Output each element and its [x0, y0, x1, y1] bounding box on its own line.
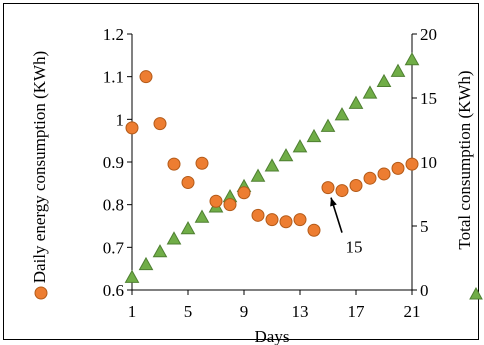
annotation-group: 15: [330, 197, 363, 257]
total-consumption-point: [278, 148, 294, 162]
daily-consumption-point: [377, 167, 391, 181]
total-consumption-point: [292, 139, 308, 153]
right-axis-title: Total consumption (KWh): [455, 70, 474, 249]
y-left-tick-label: 1: [116, 110, 125, 129]
total-consumption-point: [404, 52, 420, 66]
daily-consumption-point: [237, 186, 251, 200]
total-consumption-point: [194, 209, 210, 223]
daily-consumption-point: [181, 175, 195, 189]
total-consumption-point: [124, 269, 140, 283]
y-left-tick-label: 1.2: [103, 25, 124, 44]
total-consumption-point: [390, 63, 406, 77]
y-right-tick-label: 5: [420, 217, 429, 236]
marks-group: [124, 52, 420, 283]
left-axis-title-text: Daily energy consumption (KWh): [30, 51, 49, 283]
y-right-tick-label: 15: [420, 89, 437, 108]
daily-consumption-point: [153, 117, 167, 131]
daily-consumption-point: [251, 208, 265, 222]
x-tick-label: 1: [128, 302, 137, 321]
daily-consumption-point: [405, 157, 419, 171]
total-consumption-point: [250, 168, 266, 182]
y-left-tick-label: 0.6: [103, 281, 124, 300]
daily-consumption-point: [209, 194, 223, 208]
daily-consumption-point: [391, 161, 405, 175]
daily-consumption-point: [363, 171, 377, 185]
daily-consumption-point: [307, 223, 321, 237]
total-consumption-point: [138, 256, 154, 271]
x-tick-label: 9: [240, 302, 249, 321]
y-right-tick-label: 0: [420, 281, 429, 300]
y-right-tick-label: 20: [420, 25, 437, 44]
total-consumption-point: [320, 118, 336, 132]
y-right-tick-label: 10: [420, 153, 437, 172]
y-left-tick-label: 0.7: [103, 238, 125, 257]
total-consumption-point: [166, 231, 182, 245]
daily-consumption-point: [321, 181, 335, 195]
x-tick-label: 21: [404, 302, 421, 321]
daily-consumption-point: [167, 157, 181, 171]
daily-consumption-point: [195, 156, 209, 170]
daily-consumption-point: [293, 213, 307, 227]
total-consumption-point: [264, 158, 280, 172]
daily-consumption-point: [139, 70, 153, 84]
total-consumption-point: [348, 95, 364, 109]
daily-consumption-point: [279, 215, 293, 229]
y-left-tick-label: 0.9: [103, 153, 124, 172]
daily-consumption-point: [335, 184, 349, 198]
total-consumption-point: [376, 73, 392, 88]
right-axis-title-text: Total consumption (KWh): [455, 70, 474, 249]
total-consumption-point: [152, 244, 168, 258]
x-tick-label: 5: [184, 302, 193, 321]
total-consumption-point: [180, 221, 196, 235]
y-left-tick-label: 1.1: [103, 68, 124, 87]
daily-consumption-point: [349, 178, 363, 192]
daily-consumption-point: [223, 198, 237, 212]
annotation-label: 15: [346, 238, 363, 257]
daily-consumption-point: [265, 213, 279, 227]
daily-consumption-point: [125, 121, 139, 135]
x-tick-label: 13: [292, 302, 309, 321]
x-axis-title: Days: [255, 327, 290, 345]
x-tick-label: 17: [348, 302, 366, 321]
y-left-tick-label: 0.8: [103, 196, 124, 215]
right-legend-triangle-marker: [469, 286, 483, 300]
annotation-arrow-head: [330, 197, 337, 207]
left-legend-circle-marker: [34, 286, 48, 300]
total-consumption-point: [362, 85, 378, 99]
total-consumption-point: [334, 107, 350, 121]
left-axis-title: Daily energy consumption (KWh): [30, 51, 49, 283]
total-consumption-point: [306, 128, 322, 143]
